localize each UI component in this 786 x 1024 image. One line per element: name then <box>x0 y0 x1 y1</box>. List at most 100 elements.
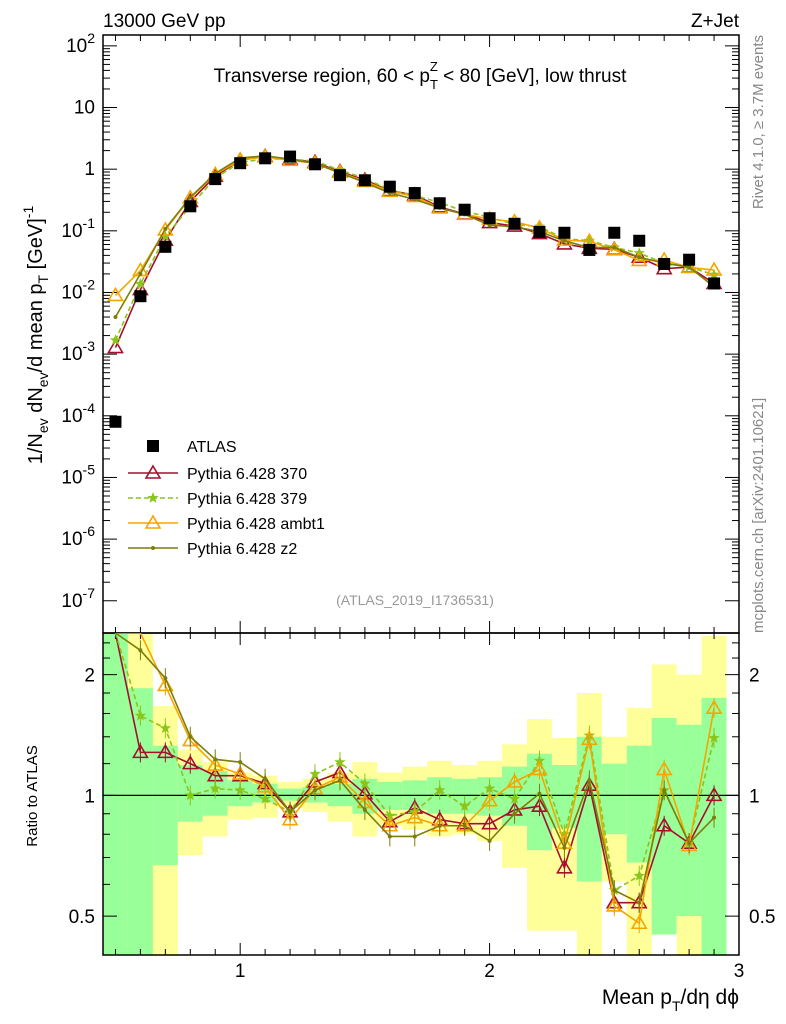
triangle-marker <box>605 897 623 912</box>
triangle-marker <box>281 811 299 826</box>
square-marker <box>583 243 596 256</box>
dot-marker <box>637 255 642 260</box>
star-marker <box>583 234 596 246</box>
stat-uncertainty-band <box>152 745 178 866</box>
square-marker <box>383 180 396 193</box>
header-left: 13000 GeV pp <box>103 11 226 32</box>
star-marker <box>483 782 496 794</box>
star-marker <box>708 732 720 743</box>
triangle-marker <box>156 743 174 759</box>
stat-uncertainty-band <box>127 688 153 955</box>
triangle-marker <box>556 235 573 250</box>
dot-marker <box>687 841 692 846</box>
dot-marker <box>313 788 317 793</box>
dot-marker <box>151 546 155 550</box>
square-marker <box>633 234 646 247</box>
square-marker <box>508 217 521 230</box>
legend-label: Pythia 6.428 z2 <box>187 541 297 558</box>
series-atlas <box>109 150 721 428</box>
triangle-marker <box>156 221 174 236</box>
triangle-marker <box>630 251 648 267</box>
triangle-marker <box>705 786 723 802</box>
triangle-marker <box>481 792 498 807</box>
triangle-marker <box>144 464 162 479</box>
dot-marker <box>337 778 342 783</box>
triangle-marker <box>132 743 149 759</box>
square-marker <box>309 158 321 171</box>
x-tick-label: 1 <box>235 961 246 982</box>
square-marker <box>159 240 172 253</box>
dot-marker <box>138 271 143 276</box>
dot-marker <box>637 900 642 905</box>
dot-marker <box>662 788 667 793</box>
dot-marker <box>462 823 467 828</box>
triangle-marker <box>531 797 548 812</box>
ratio-frame <box>102 632 740 956</box>
ratio-y-label: Ratio to ATLAS <box>24 745 41 846</box>
star-marker <box>434 784 446 796</box>
dot-marker <box>562 845 567 850</box>
ratio-tick-label: 2 <box>84 666 95 687</box>
stat-uncertainty-band <box>576 736 602 882</box>
triangle-marker <box>107 286 124 302</box>
legend-label: ATLAS <box>187 439 237 456</box>
star-marker <box>159 722 172 734</box>
square-marker <box>483 212 496 225</box>
triangle-marker <box>630 914 648 930</box>
square-marker <box>658 257 671 270</box>
square-marker <box>284 150 297 163</box>
mcplots-label: mcplots.cern.ch [arXiv:2401.10621] <box>750 398 767 633</box>
ratio-tick-label-right: 2 <box>749 666 760 687</box>
square-marker <box>433 197 446 210</box>
dot-marker <box>612 245 617 250</box>
series-line <box>114 156 715 296</box>
dot-marker <box>562 238 567 243</box>
star-marker <box>259 792 271 804</box>
data-marks <box>107 147 723 934</box>
dot-marker <box>587 778 592 783</box>
legend: ATLAS Pythia 6.428 370 Pythia 6.428 379 Pyt… <box>128 439 325 558</box>
triangle-marker <box>181 755 199 770</box>
star-marker <box>309 768 321 779</box>
stat-uncertainty-band <box>601 763 627 835</box>
star-marker <box>159 230 172 242</box>
axes: 1 2 3 102 10 1 10-1 10-2 10-3 10-4 10-5 10-6 10-7 2 2 1… <box>61 30 775 982</box>
dot-marker <box>387 834 392 839</box>
star-marker <box>147 492 159 503</box>
star-marker <box>708 268 720 280</box>
dot-marker <box>362 807 367 812</box>
triangle-marker <box>655 817 673 832</box>
y-tick-label: 10-3 <box>61 338 95 365</box>
square-marker <box>533 225 546 238</box>
square-marker <box>683 253 696 266</box>
square-marker <box>134 290 147 303</box>
dot-marker <box>288 809 293 814</box>
x-axis-label: Mean pT/dη dϕ <box>602 986 739 1014</box>
series-line <box>114 154 715 318</box>
triangle-marker <box>705 261 723 276</box>
star-marker <box>384 809 396 821</box>
ratio-tick-label: 1 <box>84 786 95 807</box>
y-tick-label: 102 <box>66 30 95 57</box>
square-marker <box>408 187 421 200</box>
triangle-marker <box>506 773 523 788</box>
dot-marker <box>687 265 692 270</box>
triangle-marker <box>481 815 498 830</box>
analysis-id: (ATLAS_2019_I1736531) <box>336 592 494 608</box>
triangle-marker <box>206 756 224 771</box>
ratio-tick-label: 0.5 <box>69 907 95 928</box>
x-tick-label: 3 <box>734 961 745 982</box>
triangle-marker <box>406 809 424 824</box>
dot-marker <box>188 734 193 739</box>
series-pythia-6-428-z2 <box>113 153 717 913</box>
dot-marker <box>487 838 492 843</box>
ratio-tick-label-right: 1 <box>749 786 760 807</box>
y-tick-label: 10-5 <box>61 461 95 488</box>
triangle-marker <box>107 338 124 354</box>
y-tick-label: 10-2 <box>61 276 95 303</box>
star-marker <box>184 789 196 801</box>
square-marker <box>708 277 721 290</box>
square-marker <box>458 203 471 216</box>
dot-marker <box>163 226 168 231</box>
